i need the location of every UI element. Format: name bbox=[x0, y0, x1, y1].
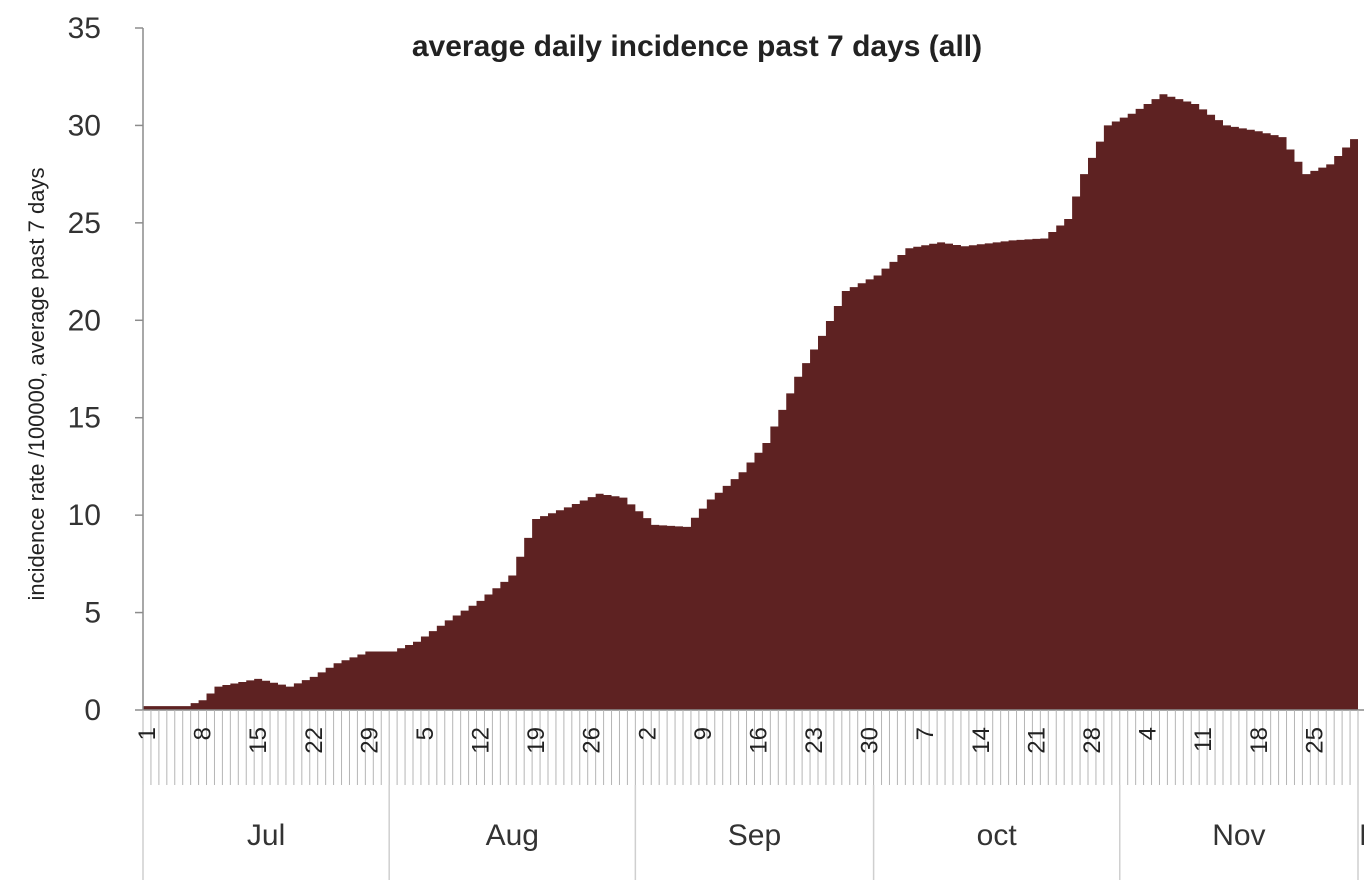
x-tick-label: 11 bbox=[1190, 727, 1217, 752]
x-tick-label: 28 bbox=[1079, 727, 1106, 754]
x-tick-label: 2 bbox=[634, 727, 661, 740]
x-tick-label: 7 bbox=[912, 727, 939, 740]
y-axis-label: incidence rate /100000, average past 7 d… bbox=[24, 168, 49, 601]
x-tick-label: 21 bbox=[1023, 727, 1050, 754]
x-tick-label: 4 bbox=[1135, 727, 1162, 740]
x-axis: 1 8 15 22 29 5 12 19 26 2 9 16 23 30 7 14 21 28 4 11 18 25Jul… bbox=[134, 709, 1364, 880]
x-tick-label: 22 bbox=[301, 727, 328, 754]
y-tick-label: 5 bbox=[84, 597, 101, 630]
x-tick-label: 30 bbox=[857, 727, 884, 754]
x-tick-label: 26 bbox=[579, 727, 606, 754]
month-label: Jul bbox=[247, 819, 285, 852]
x-tick-label: 16 bbox=[745, 727, 772, 754]
x-tick-label: 14 bbox=[968, 727, 995, 754]
plot-area bbox=[143, 94, 1358, 710]
month-label: Aug bbox=[486, 819, 539, 852]
month-label: D bbox=[1359, 819, 1364, 852]
y-tick-label: 20 bbox=[68, 304, 101, 337]
month-label: Sep bbox=[728, 819, 781, 852]
y-tick-label: 10 bbox=[68, 499, 101, 532]
y-tick-label: 25 bbox=[68, 207, 101, 240]
x-tick-label: 18 bbox=[1246, 727, 1273, 754]
incidence-area bbox=[143, 94, 1358, 710]
x-tick-label: 12 bbox=[468, 727, 495, 754]
y-tick-label: 0 bbox=[84, 694, 101, 727]
y-tick-label: 30 bbox=[68, 109, 101, 142]
chart-title: average daily incidence past 7 days (all… bbox=[412, 30, 982, 63]
x-tick-label: 1 bbox=[134, 727, 161, 740]
x-tick-label: 5 bbox=[412, 727, 439, 740]
x-tick-label: 8 bbox=[190, 727, 217, 740]
x-tick-label: 19 bbox=[523, 727, 550, 754]
y-tick-label: 15 bbox=[68, 402, 101, 435]
y-axis: 0 5 10 15 20 25 30 35 bbox=[68, 12, 144, 727]
x-tick-label: 25 bbox=[1301, 727, 1328, 754]
month-label: Nov bbox=[1212, 819, 1265, 852]
x-tick-label: 29 bbox=[356, 727, 383, 754]
month-label: oct bbox=[977, 819, 1018, 852]
x-tick-label: 23 bbox=[801, 727, 828, 754]
y-tick-label: 35 bbox=[68, 12, 101, 45]
x-tick-label: 9 bbox=[690, 727, 717, 740]
x-tick-label: 15 bbox=[245, 727, 272, 754]
